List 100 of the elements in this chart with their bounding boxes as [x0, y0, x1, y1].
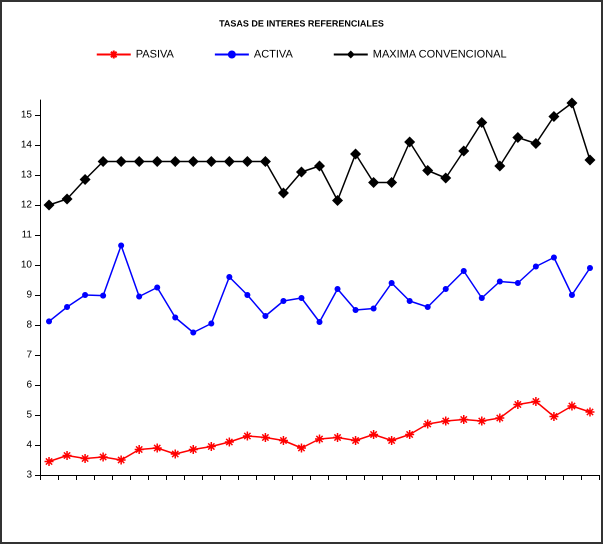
point — [314, 160, 325, 172]
point — [368, 429, 379, 440]
y-tick-label: 11 — [22, 230, 32, 240]
point — [190, 330, 196, 336]
y-tick-label: 7 — [26, 350, 32, 360]
point — [422, 418, 433, 430]
point — [46, 318, 52, 324]
chart-title: TASAS DE INTERES REFERENCIALES — [219, 18, 384, 28]
y-tick-label: 3 — [26, 470, 32, 480]
point — [334, 286, 341, 292]
point — [424, 304, 431, 310]
point — [566, 400, 578, 412]
point — [280, 298, 286, 304]
point — [208, 320, 214, 326]
point — [350, 435, 361, 446]
point — [386, 435, 397, 446]
point — [316, 319, 322, 325]
point — [332, 195, 344, 206]
point — [404, 429, 415, 440]
point — [352, 307, 359, 313]
point — [350, 148, 362, 160]
point — [82, 292, 88, 298]
y-tick-label: 6 — [26, 380, 32, 390]
point — [80, 174, 91, 185]
point — [530, 396, 542, 407]
point — [242, 156, 253, 167]
point — [586, 265, 593, 271]
point — [566, 98, 578, 108]
point — [388, 280, 395, 286]
point — [406, 298, 413, 304]
point — [298, 295, 304, 301]
point — [226, 274, 232, 280]
point — [530, 138, 542, 149]
point — [296, 442, 307, 454]
y-tick-label: 8 — [26, 320, 32, 330]
point — [386, 177, 398, 188]
point — [476, 117, 488, 128]
point — [172, 314, 178, 320]
y-tick-label: 10 — [20, 260, 32, 270]
point — [422, 165, 434, 176]
point — [44, 456, 54, 467]
point — [440, 172, 452, 184]
y-tick-label: 5 — [26, 410, 32, 420]
y-tick-label: 9 — [26, 290, 32, 300]
point — [64, 304, 70, 310]
point — [170, 156, 181, 167]
point — [494, 412, 506, 424]
point — [260, 156, 271, 167]
point — [550, 254, 557, 260]
point — [404, 136, 416, 148]
point — [458, 414, 470, 425]
point — [512, 132, 524, 143]
y-tick-label: 15 — [20, 110, 32, 120]
point — [532, 264, 539, 270]
point — [262, 313, 268, 319]
y-tick-label: 4 — [26, 440, 32, 450]
point — [278, 188, 289, 198]
point — [224, 436, 235, 448]
point — [98, 156, 109, 167]
point — [512, 399, 524, 410]
y-tick-label: 14 — [20, 140, 32, 150]
point — [584, 154, 596, 166]
point — [154, 284, 160, 290]
legend-label: PASIVA — [136, 48, 175, 60]
point — [332, 432, 343, 443]
point — [116, 454, 126, 466]
point — [244, 292, 250, 298]
point — [476, 416, 488, 426]
point — [314, 434, 325, 444]
point — [494, 160, 506, 172]
point — [584, 406, 596, 418]
point — [152, 442, 162, 454]
point — [100, 292, 106, 299]
point — [442, 286, 449, 292]
point — [62, 194, 73, 204]
point — [496, 278, 503, 284]
point — [80, 453, 90, 464]
y-tick-label: 13 — [20, 170, 32, 180]
point — [260, 432, 271, 443]
point — [296, 166, 307, 178]
legend-label: MAXIMA CONVENCIONAL — [372, 48, 507, 60]
point — [62, 450, 72, 461]
point — [170, 448, 180, 460]
point — [478, 295, 485, 301]
point — [440, 416, 451, 426]
point — [460, 268, 467, 274]
point — [188, 156, 199, 167]
legend-label: ACTIVA — [254, 48, 294, 60]
point — [278, 435, 289, 446]
point — [548, 111, 560, 122]
point — [152, 156, 163, 167]
point — [370, 306, 377, 312]
point — [188, 444, 199, 455]
point — [116, 156, 127, 167]
point — [224, 156, 235, 167]
point — [134, 444, 144, 455]
y-tick-label: 12 — [20, 200, 32, 210]
point — [134, 156, 145, 167]
point — [98, 452, 108, 462]
point — [368, 177, 380, 188]
